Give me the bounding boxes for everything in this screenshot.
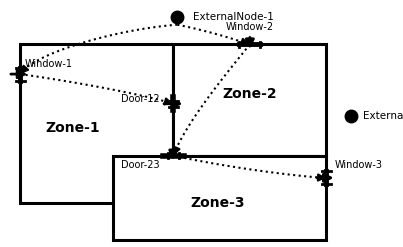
Text: ExternalNode-1: ExternalNode-1	[193, 12, 274, 22]
Text: Window-2: Window-2	[226, 22, 274, 32]
Text: Window-1: Window-1	[24, 59, 72, 69]
Bar	[173, 44, 326, 156]
Text: Door-23: Door-23	[121, 161, 160, 170]
Text: Door-12: Door-12	[121, 94, 160, 104]
Text: Window-3: Window-3	[334, 161, 382, 170]
Bar	[113, 156, 326, 240]
Bar	[20, 44, 173, 203]
Text: Zone-1: Zone-1	[45, 122, 100, 135]
Text: Zone-2: Zone-2	[222, 87, 277, 101]
Text: Zone-3: Zone-3	[190, 196, 245, 209]
Text: ExternalNode-2: ExternalNode-2	[363, 111, 403, 121]
